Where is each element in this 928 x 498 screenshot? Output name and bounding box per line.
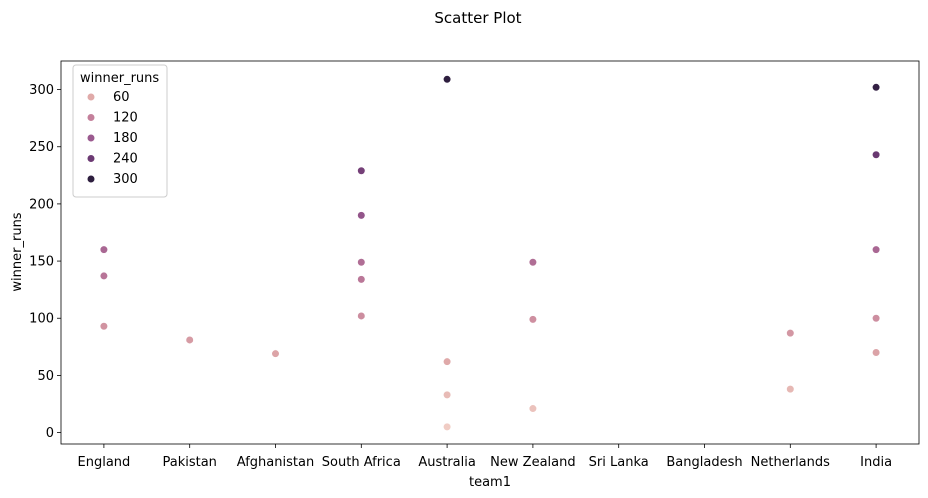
x-tick-label: India	[860, 455, 892, 470]
scatter-point	[443, 390, 452, 399]
scatter-point	[185, 335, 194, 345]
x-tick-label: Pakistan	[162, 455, 216, 470]
legend-label: 60	[113, 90, 130, 105]
y-axis-label: winner_runs	[10, 212, 25, 291]
x-tick-label: England	[78, 455, 131, 470]
scatter-point	[786, 329, 795, 338]
scatter-point	[99, 245, 108, 254]
y-tick-label: 300	[29, 83, 54, 98]
legend-label: 120	[113, 111, 138, 126]
y-tick-label: 150	[29, 255, 54, 270]
scatter-point	[871, 150, 881, 159]
scatter-point	[528, 258, 538, 267]
y-tick-label: 250	[29, 140, 54, 155]
y-tick-label: 200	[29, 197, 54, 212]
legend: winner_runs 60 120 180 240 300	[72, 64, 168, 198]
y-tick-label: 0	[46, 426, 54, 441]
legend-entries: 60 120 180 240 300	[86, 90, 138, 187]
scatter-point	[443, 357, 452, 366]
chart-title: Scatter Plot	[434, 9, 521, 27]
y-tick-label: 100	[29, 312, 54, 327]
legend-marker	[86, 92, 96, 102]
x-tick-label: Netherlands	[751, 455, 830, 470]
scatter-point	[871, 245, 881, 254]
scatter-point	[357, 311, 366, 321]
scatter-point	[871, 83, 881, 92]
scatter-point	[871, 314, 881, 323]
legend-marker	[86, 133, 96, 143]
scatter-point	[786, 385, 795, 394]
legend-marker	[86, 113, 96, 122]
x-tick-label: Sri Lanka	[589, 455, 649, 470]
scatter-point	[443, 75, 452, 84]
scatter-point	[528, 404, 538, 413]
scatter-point	[357, 166, 366, 175]
x-tick-label: Afghanistan	[237, 455, 314, 470]
y-axis: 0 50 100 150 200 250 300	[29, 83, 61, 441]
y-tick-label: 50	[37, 369, 54, 384]
x-tick-label: New Zealand	[490, 455, 575, 470]
plot-area	[99, 75, 881, 431]
x-axis: England Pakistan Afghanistan South Africa Au…	[78, 444, 892, 470]
scatter-point	[357, 258, 366, 267]
x-tick-label: South Africa	[322, 455, 401, 470]
legend-label: 180	[113, 131, 138, 146]
legend-marker	[86, 154, 96, 163]
scatter-point	[443, 422, 452, 431]
scatter-point	[99, 322, 108, 331]
legend-title: winner_runs	[80, 71, 159, 86]
legend-label: 240	[113, 152, 138, 167]
scatter-point	[271, 349, 280, 358]
x-tick-label: Bangladesh	[666, 455, 742, 470]
plot-frame	[60, 60, 920, 445]
legend-frame	[72, 64, 168, 198]
scatter-point	[357, 211, 366, 220]
scatter-point	[357, 275, 366, 284]
legend-label: 300	[113, 172, 138, 187]
scatter-point	[528, 315, 538, 324]
legend-marker	[86, 174, 96, 184]
scatter-point	[871, 348, 881, 357]
scatter-point	[99, 271, 108, 281]
x-tick-label: Australia	[418, 455, 476, 470]
x-axis-label: team1	[469, 475, 511, 490]
